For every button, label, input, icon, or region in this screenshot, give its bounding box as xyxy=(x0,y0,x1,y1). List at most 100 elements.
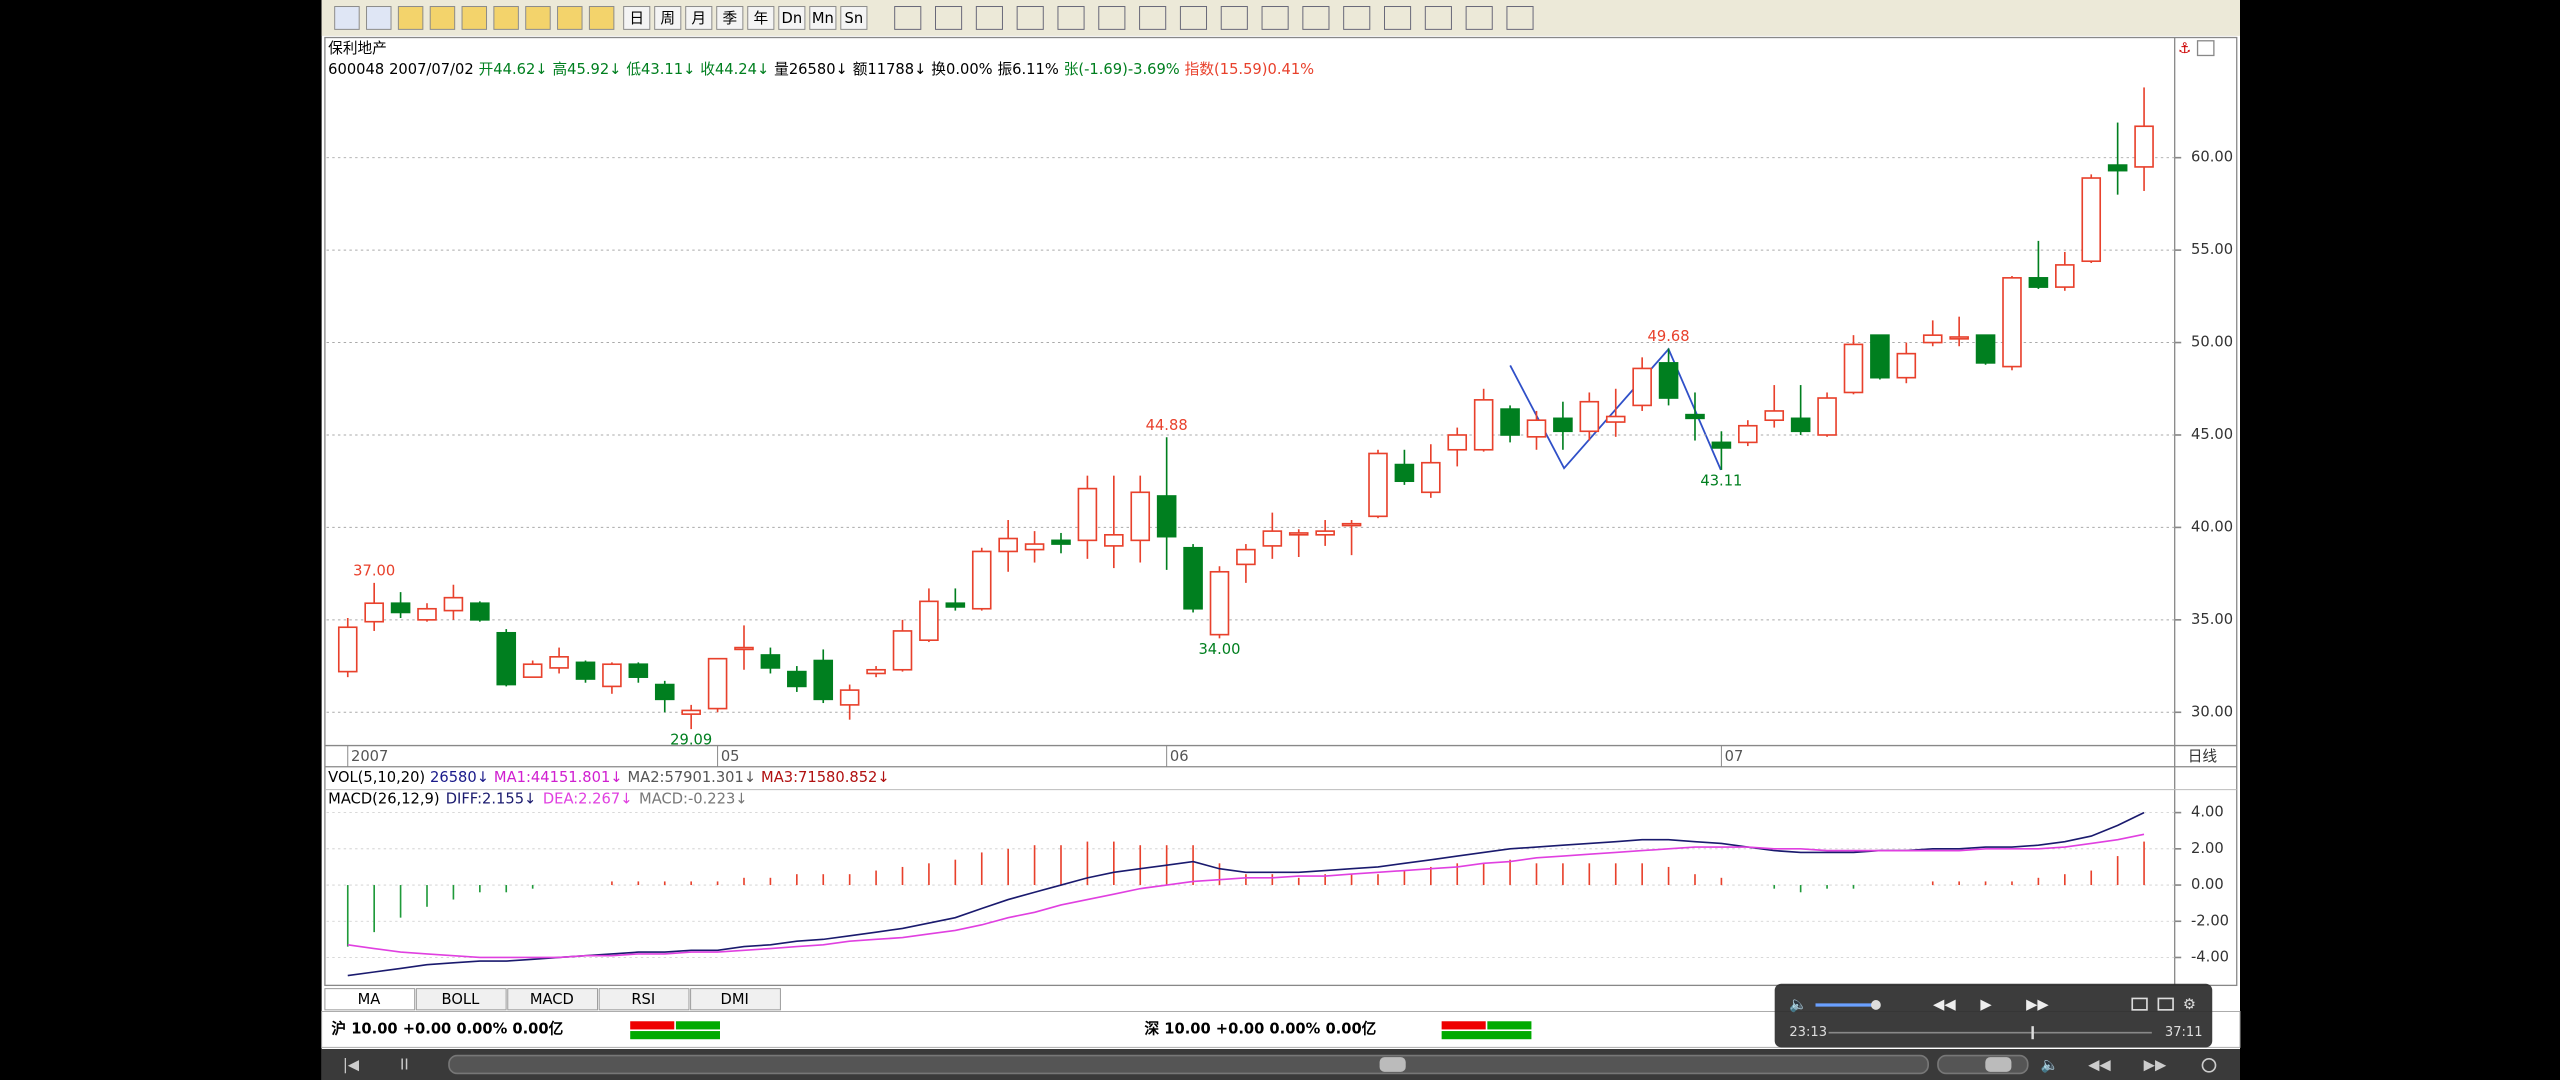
draw-tool[interactable] xyxy=(975,6,1003,30)
period-button[interactable] xyxy=(716,6,744,30)
bar-green xyxy=(630,1031,720,1040)
volume-thumb[interactable] xyxy=(1985,1057,2012,1072)
volume-track[interactable] xyxy=(1937,1054,2029,1075)
back-button[interactable]: ◀◀ xyxy=(2088,1056,2111,1073)
panel-button[interactable] xyxy=(2196,40,2215,57)
loop-button[interactable] xyxy=(2201,1057,2217,1073)
next-button[interactable]: ▶▶ xyxy=(2144,1056,2167,1073)
mute-button[interactable]: 🔈 xyxy=(2041,1056,2059,1073)
tool-button[interactable] xyxy=(429,6,456,30)
draw-tool[interactable] xyxy=(1098,6,1126,30)
draw-tool[interactable] xyxy=(1384,6,1412,30)
draw-tool[interactable] xyxy=(1220,6,1248,30)
draw-tool[interactable] xyxy=(1465,6,1493,30)
tab-label[interactable]: BOLL xyxy=(442,991,481,1008)
pip-button[interactable] xyxy=(2131,997,2148,1011)
period-button[interactable] xyxy=(840,6,868,30)
y-tick-label: 45.00 xyxy=(2191,426,2233,443)
period-label[interactable]: Sn xyxy=(845,10,864,27)
candle-body xyxy=(549,656,569,669)
chart-frame xyxy=(324,36,2238,987)
period-label[interactable]: 月 xyxy=(691,10,706,27)
candle-body xyxy=(1711,441,1732,449)
indicator-title: MACD(26,12,9) xyxy=(328,790,439,807)
tool-button[interactable] xyxy=(334,6,360,30)
draw-tool[interactable] xyxy=(935,6,963,30)
tool-button[interactable] xyxy=(397,6,424,30)
candle-body xyxy=(1922,334,1943,344)
period-label[interactable]: 周 xyxy=(660,10,675,27)
draw-tool[interactable] xyxy=(1139,6,1167,30)
candle-body xyxy=(1870,334,1890,379)
period-button[interactable] xyxy=(623,6,651,30)
period-button[interactable] xyxy=(809,6,837,30)
tab[interactable] xyxy=(507,988,599,1011)
candle-body xyxy=(866,668,886,675)
volume-knob[interactable] xyxy=(1871,1000,1881,1010)
extreme-label: 29.09 xyxy=(670,732,712,749)
rewind-button[interactable]: ◀◀ xyxy=(1933,996,1956,1013)
readout-item: 26580↓ xyxy=(430,769,489,786)
macd-line xyxy=(347,833,2145,959)
draw-tool[interactable] xyxy=(1261,6,1289,30)
anchor-icon[interactable]: ⚓ xyxy=(2178,40,2191,57)
draw-tool[interactable] xyxy=(1016,6,1044,30)
readout-item: 换0.00% xyxy=(931,61,992,78)
tool-button[interactable] xyxy=(588,6,615,30)
candle-body xyxy=(1236,548,1256,566)
forward-button[interactable]: ▶▶ xyxy=(2026,996,2049,1013)
draw-tool[interactable] xyxy=(1424,6,1452,30)
period-button[interactable] xyxy=(685,6,713,30)
candle-body xyxy=(1473,399,1494,451)
tab-label[interactable]: MACD xyxy=(530,991,574,1008)
play-button[interactable]: ▶ xyxy=(1980,996,1992,1013)
tab-label[interactable]: RSI xyxy=(631,991,655,1008)
candle-body xyxy=(1341,522,1362,527)
tab[interactable] xyxy=(415,988,507,1011)
tab-label[interactable]: MA xyxy=(358,991,381,1008)
period-button[interactable] xyxy=(747,6,775,30)
toolbar-tools: 日周月季年 Dn Mn Sn xyxy=(334,6,1534,30)
period-label[interactable]: 日 xyxy=(629,10,644,27)
settings-button[interactable]: ⚙ xyxy=(2183,996,2196,1013)
candle-body xyxy=(1526,419,1547,438)
tool-button[interactable] xyxy=(493,6,519,30)
period-label[interactable]: Dn xyxy=(782,10,803,27)
volume-icon[interactable]: 🔈 xyxy=(1789,996,1807,1013)
period-button[interactable] xyxy=(778,6,806,30)
period-label[interactable]: 年 xyxy=(753,10,768,27)
tab[interactable] xyxy=(324,988,416,1011)
draw-tool[interactable] xyxy=(1506,6,1534,30)
tab[interactable] xyxy=(598,988,690,1011)
draw-tool[interactable] xyxy=(1343,6,1371,30)
scroll-thumb[interactable] xyxy=(1379,1057,1406,1072)
prev-button[interactable]: |◀ xyxy=(343,1056,360,1073)
tab[interactable] xyxy=(690,988,781,1011)
draw-tool[interactable] xyxy=(1302,6,1330,30)
candle-body xyxy=(1605,415,1626,423)
draw-tool[interactable] xyxy=(1179,6,1208,30)
scroll-track[interactable] xyxy=(448,1054,1929,1075)
tool-button[interactable] xyxy=(461,6,488,30)
window-button[interactable] xyxy=(2157,997,2174,1011)
y-tick-label: -2.00 xyxy=(2191,912,2229,929)
candle-body xyxy=(734,646,754,651)
y-tick-label: -4.00 xyxy=(2191,948,2229,965)
readout-item: MA3:71580.852↓ xyxy=(761,769,890,786)
draw-tool[interactable] xyxy=(894,6,922,30)
draw-tool[interactable] xyxy=(1057,6,1085,30)
tool-button[interactable] xyxy=(557,6,583,30)
tool-button[interactable] xyxy=(366,6,392,30)
tab-label[interactable]: DMI xyxy=(721,991,749,1008)
candle-body xyxy=(1051,539,1071,545)
candle-body xyxy=(1975,334,1996,364)
y-tick-label: 50.00 xyxy=(2191,334,2233,351)
period-label[interactable]: Mn xyxy=(812,10,834,27)
tool-button[interactable] xyxy=(525,6,551,30)
legend-entry: DEA:2.267↓ xyxy=(543,790,633,807)
pause-button[interactable]: II xyxy=(400,1056,409,1073)
period-button[interactable] xyxy=(654,6,682,30)
candle-body xyxy=(971,550,992,610)
period-label[interactable]: 季 xyxy=(722,10,737,27)
